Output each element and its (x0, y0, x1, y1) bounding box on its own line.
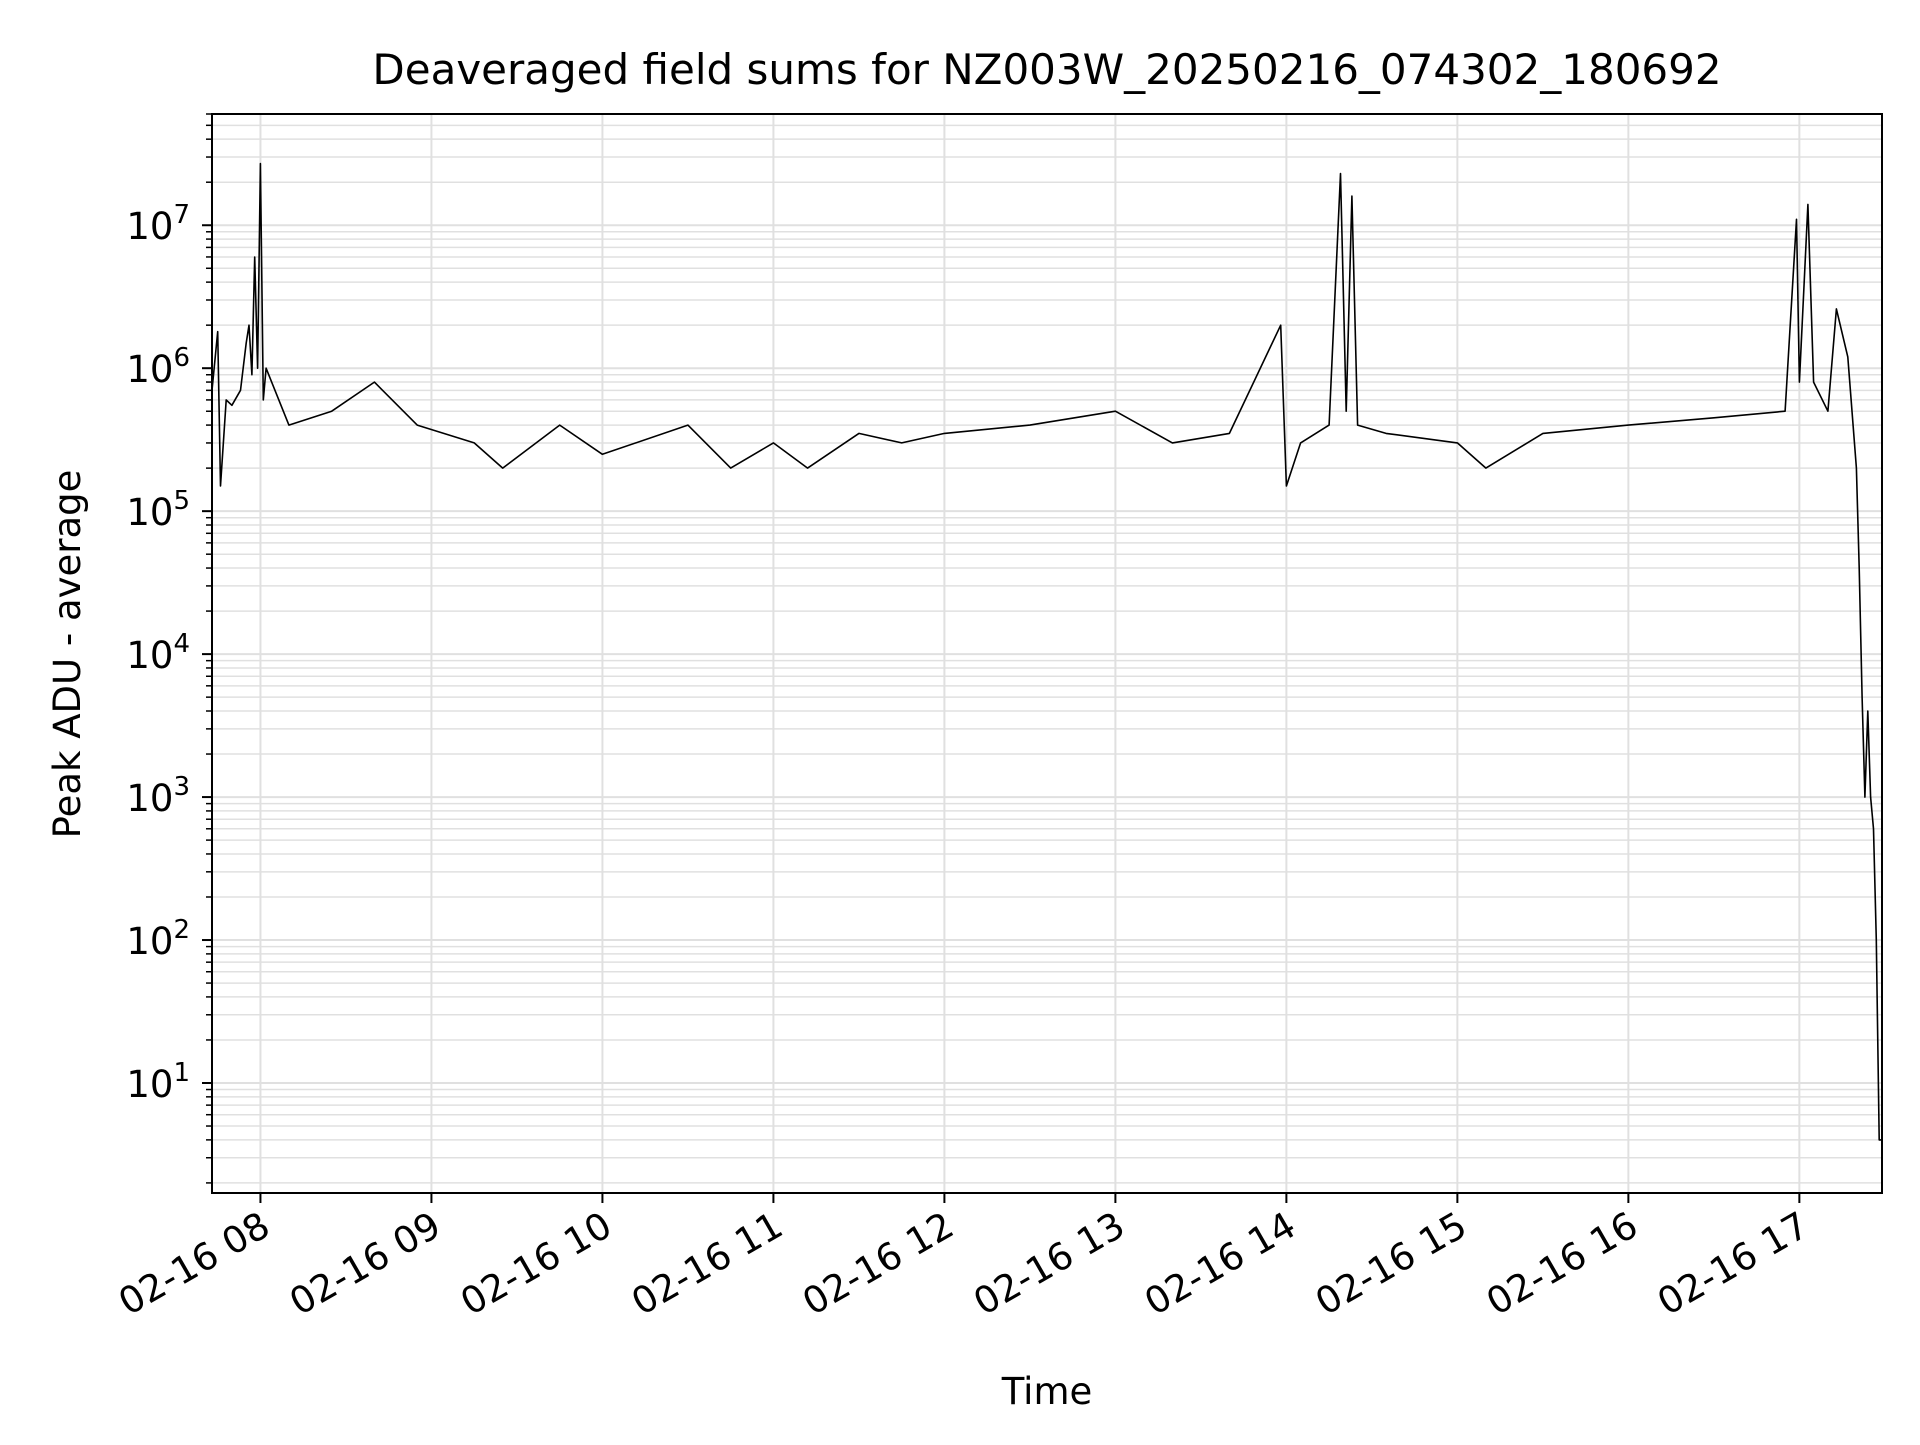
y-axis-label: Peak ADU - average (46, 470, 89, 839)
y-tick-label: 107 (126, 200, 190, 248)
chart-title: Deaveraged field sums for NZ003W_2025021… (372, 45, 1721, 94)
x-axis-label: Time (1001, 1370, 1093, 1413)
y-tick-label: 101 (126, 1058, 190, 1106)
y-tick-label: 106 (126, 343, 190, 391)
series-line (211, 162, 1882, 1141)
y-tick-label: 104 (126, 629, 190, 677)
y-tick-label: 103 (126, 772, 190, 820)
grid-lines (212, 113, 1882, 1193)
y-tick-label: 102 (126, 915, 190, 963)
y-tick-label: 105 (126, 486, 190, 534)
series-layer (211, 162, 1882, 1141)
plot-frame (211, 113, 1883, 1194)
